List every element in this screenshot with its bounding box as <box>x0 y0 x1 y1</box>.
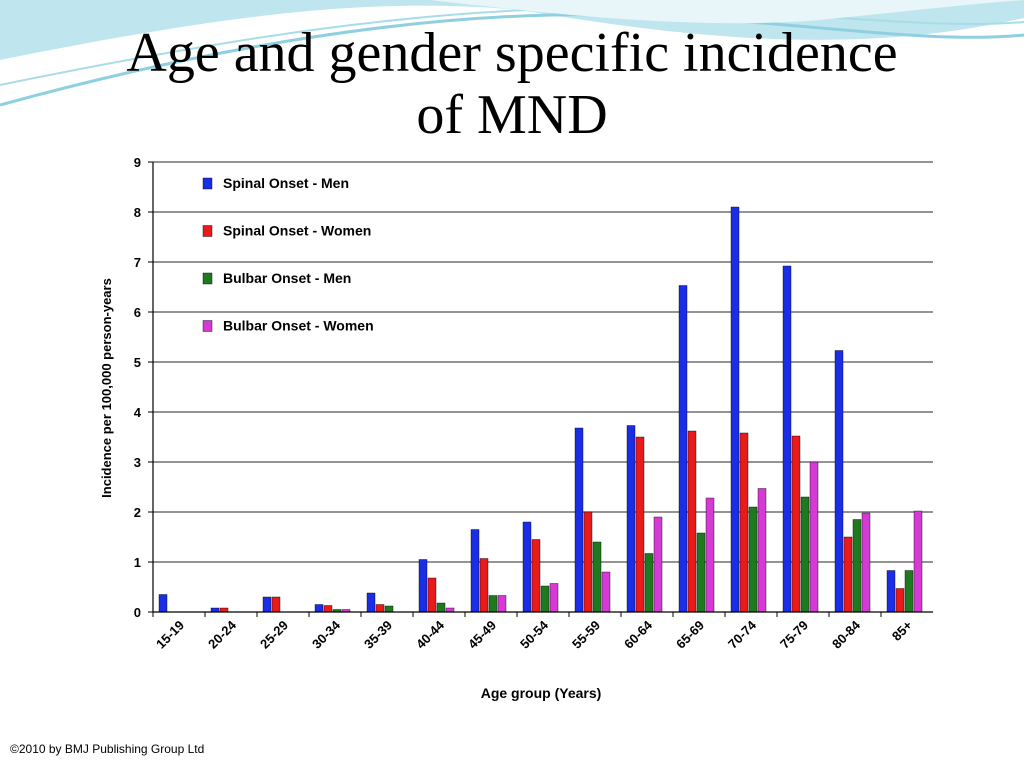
y-tick-label: 0 <box>134 605 141 620</box>
bar <box>687 430 697 613</box>
bar <box>757 488 767 613</box>
bar <box>886 570 896 613</box>
bar <box>852 519 862 613</box>
bar <box>730 206 740 613</box>
bar <box>592 541 602 613</box>
bar <box>531 539 541 613</box>
slide-title-line-1: Age and gender specific incidence <box>126 22 898 84</box>
bar <box>540 585 550 613</box>
legend-swatch <box>202 320 213 332</box>
bar <box>895 588 905 613</box>
bar <box>497 595 507 613</box>
bar <box>583 511 593 613</box>
bar <box>323 605 333 613</box>
chart-background <box>95 150 935 710</box>
y-tick-label: 9 <box>134 155 141 170</box>
bar <box>809 461 819 613</box>
y-tick-label: 8 <box>134 205 141 220</box>
bar <box>470 529 480 613</box>
bar <box>705 497 715 613</box>
legend-swatch <box>202 272 213 285</box>
copyright-notice: ©2010 by BMJ Publishing Group Ltd <box>10 742 205 756</box>
bar <box>653 516 663 613</box>
bar <box>436 602 446 613</box>
bar <box>696 532 706 613</box>
bar <box>644 553 654 613</box>
bar <box>861 512 871 613</box>
legend-label: Spinal Onset - Men <box>223 175 349 191</box>
bar <box>271 596 281 613</box>
y-tick-label: 3 <box>134 455 141 470</box>
bar <box>549 583 559 613</box>
bar <box>314 604 324 613</box>
bar <box>479 558 489 613</box>
bar <box>678 285 688 613</box>
legend-swatch <box>202 177 213 190</box>
bar <box>262 596 272 613</box>
y-tick-label: 5 <box>134 355 141 370</box>
y-tick-label: 7 <box>134 255 141 270</box>
legend-label: Bulbar Onset - Men <box>223 270 351 286</box>
bar <box>601 571 611 613</box>
bar <box>375 604 385 613</box>
bar <box>800 496 810 613</box>
bar <box>158 594 168 613</box>
y-tick-label: 2 <box>134 505 141 520</box>
bar <box>488 595 498 613</box>
bar <box>791 435 801 613</box>
legend-label: Bulbar Onset - Women <box>223 318 374 334</box>
bar <box>843 536 853 613</box>
bars <box>158 206 923 613</box>
y-axis-label: Incidence per 100,000 person-years <box>99 278 114 498</box>
header-swoosh-decoration <box>0 0 1024 107</box>
bar <box>739 432 749 613</box>
bar <box>635 436 645 613</box>
bar <box>782 265 792 613</box>
bar <box>748 506 758 613</box>
y-tick-label: 6 <box>134 305 141 320</box>
legend-label: Spinal Onset - Women <box>223 223 371 239</box>
slide-title-line-2: of MND <box>416 84 608 146</box>
x-axis-label: Age group (Years) <box>481 685 602 701</box>
bar <box>366 592 376 613</box>
legend: Spinal Onset - Men Spinal Onset - Women Bu… <box>202 175 374 334</box>
bar <box>904 570 914 613</box>
legend-swatch <box>202 225 213 237</box>
bar <box>834 350 844 613</box>
bar <box>384 605 394 613</box>
bar <box>427 577 437 613</box>
bar <box>626 425 636 613</box>
bar <box>522 521 532 613</box>
bar <box>574 427 584 613</box>
slide-title: Age and gender specific incidence of MND <box>0 22 1024 146</box>
bar <box>913 510 923 613</box>
y-tick-label: 1 <box>134 555 141 570</box>
bar <box>418 559 428 613</box>
y-tick-label: 4 <box>134 405 142 420</box>
